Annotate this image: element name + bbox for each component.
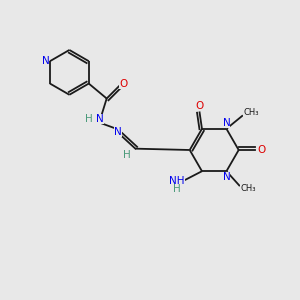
Text: N: N bbox=[42, 56, 50, 66]
Text: NH: NH bbox=[169, 176, 185, 186]
Text: N: N bbox=[223, 172, 230, 182]
Text: H: H bbox=[173, 184, 181, 194]
Text: H: H bbox=[85, 114, 93, 124]
Text: O: O bbox=[119, 80, 128, 89]
Text: O: O bbox=[195, 101, 204, 111]
Text: CH₃: CH₃ bbox=[241, 184, 256, 193]
Text: H: H bbox=[123, 150, 131, 160]
Text: N: N bbox=[115, 127, 122, 137]
Text: N: N bbox=[223, 118, 230, 128]
Text: N: N bbox=[96, 114, 104, 124]
Text: CH₃: CH₃ bbox=[244, 109, 259, 118]
Text: O: O bbox=[257, 145, 265, 155]
